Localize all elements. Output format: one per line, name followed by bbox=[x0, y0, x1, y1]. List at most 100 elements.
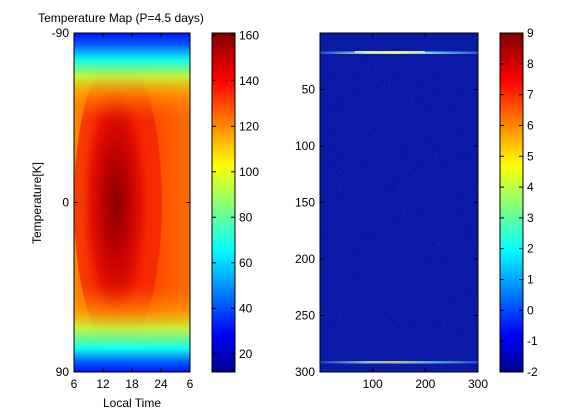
colorbar-tick-label: -1 bbox=[527, 334, 538, 348]
texture-speck bbox=[358, 93, 361, 96]
texture-speck bbox=[356, 272, 359, 275]
texture-speck bbox=[376, 80, 379, 83]
texture-speck bbox=[372, 218, 375, 221]
texture-speck bbox=[388, 167, 391, 169]
texture-speck bbox=[408, 120, 411, 123]
left-colorbar bbox=[211, 32, 236, 373]
colorbar-tick-label: 8 bbox=[527, 57, 534, 71]
texture-speck bbox=[429, 279, 432, 282]
texture-speck bbox=[458, 332, 461, 334]
texture-speck bbox=[341, 105, 344, 108]
x-tick-label: 18 bbox=[125, 377, 139, 391]
texture-speck bbox=[408, 322, 411, 324]
colorbar-tick-label: 9 bbox=[527, 26, 534, 40]
texture-speck bbox=[441, 258, 444, 261]
texture-speck bbox=[338, 317, 341, 320]
texture-speck bbox=[324, 213, 327, 216]
bright-band-top bbox=[320, 51, 478, 54]
y-tick-label: 90 bbox=[56, 365, 70, 379]
texture-speck bbox=[337, 196, 339, 199]
polar-cooling bbox=[74, 33, 190, 372]
texture-speck bbox=[440, 159, 443, 162]
texture-speck bbox=[384, 201, 387, 204]
x-tick-label: 300 bbox=[468, 377, 488, 391]
texture-speck bbox=[424, 161, 427, 164]
texture-speck bbox=[402, 149, 405, 151]
y-axis-label: Temperature[K] bbox=[30, 162, 44, 244]
colorbar-tick-label: 4 bbox=[527, 180, 534, 194]
texture-speck bbox=[470, 234, 472, 237]
texture-speck bbox=[337, 152, 340, 155]
texture-speck bbox=[390, 185, 393, 187]
texture-speck bbox=[435, 189, 438, 192]
texture-speck bbox=[355, 143, 358, 146]
texture-speck bbox=[388, 83, 391, 86]
texture-speck bbox=[333, 146, 336, 149]
texture-speck bbox=[468, 230, 470, 233]
field-texture bbox=[320, 58, 478, 343]
texture-speck bbox=[449, 301, 452, 304]
bright-band-top-core bbox=[355, 51, 425, 53]
texture-speck bbox=[469, 206, 472, 209]
field-map-panel: 50 100 150 200 250 300 100 200 300 -2 -1 0 1 2 3 4 5 6 7… bbox=[295, 26, 538, 391]
texture-speck bbox=[371, 65, 374, 68]
texture-speck bbox=[392, 103, 395, 106]
texture-speck bbox=[384, 148, 387, 151]
texture-speck bbox=[415, 214, 418, 217]
texture-speck bbox=[475, 303, 478, 306]
texture-speck bbox=[431, 242, 434, 245]
texture-speck bbox=[368, 235, 371, 238]
right-colorbar-ticks: -2 -1 0 1 2 3 4 5 6 7 8 9 bbox=[500, 26, 538, 379]
colorbar-tick-label: 80 bbox=[239, 210, 253, 224]
texture-speck bbox=[391, 310, 394, 313]
texture-speck bbox=[323, 151, 326, 154]
texture-speck bbox=[411, 96, 414, 99]
texture-speck bbox=[374, 340, 377, 343]
texture-speck bbox=[321, 276, 324, 279]
texture-speck bbox=[342, 167, 345, 170]
x-tick-label: 6 bbox=[187, 377, 194, 391]
texture-speck bbox=[436, 243, 439, 245]
texture-speck bbox=[424, 139, 427, 142]
texture-speck bbox=[437, 284, 440, 287]
texture-speck bbox=[342, 100, 345, 103]
texture-speck bbox=[384, 254, 387, 257]
texture-speck bbox=[459, 134, 462, 137]
colorbar-tick-label: 2 bbox=[527, 242, 534, 256]
texture-speck bbox=[458, 157, 461, 160]
texture-speck bbox=[356, 271, 359, 274]
texture-speck bbox=[392, 130, 395, 133]
texture-speck bbox=[332, 77, 335, 80]
y-tick-label: 0 bbox=[62, 196, 69, 210]
texture-speck bbox=[385, 316, 388, 319]
colorbar-tick-label: 160 bbox=[239, 28, 259, 42]
texture-speck bbox=[417, 83, 420, 85]
texture-speck bbox=[435, 210, 438, 213]
x-tick-label: 6 bbox=[71, 377, 78, 391]
colorbar-tick-label: 100 bbox=[239, 165, 259, 179]
left-colorbar-ticks: 20 40 60 80 100 120 140 160 bbox=[212, 28, 259, 361]
texture-speck bbox=[461, 231, 464, 234]
colorbar-tick-label: 1 bbox=[527, 273, 534, 287]
texture-speck bbox=[328, 164, 331, 167]
left-y-axis: -90 0 90 bbox=[52, 26, 190, 379]
colorbar-tick-label: 60 bbox=[239, 256, 253, 270]
texture-speck bbox=[328, 132, 331, 135]
texture-speck bbox=[322, 285, 325, 288]
texture-speck bbox=[461, 210, 464, 213]
texture-speck bbox=[423, 200, 426, 202]
texture-speck bbox=[339, 268, 342, 271]
texture-speck bbox=[415, 169, 418, 171]
texture-speck bbox=[418, 165, 421, 168]
texture-speck bbox=[426, 262, 429, 265]
texture-speck bbox=[435, 135, 437, 138]
texture-speck bbox=[320, 198, 322, 201]
texture-speck bbox=[388, 79, 391, 82]
texture-speck bbox=[460, 88, 463, 91]
texture-speck bbox=[473, 186, 476, 189]
left-x-axis: 6 12 18 24 6 bbox=[71, 33, 194, 391]
texture-speck bbox=[423, 309, 425, 312]
texture-speck bbox=[344, 324, 347, 326]
texture-speck bbox=[349, 179, 352, 182]
texture-speck bbox=[393, 94, 396, 97]
